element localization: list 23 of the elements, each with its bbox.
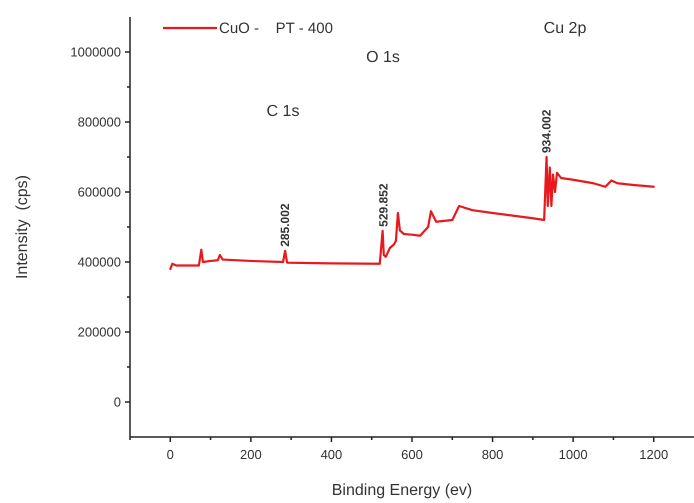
annotation: Cu 2p [544, 20, 586, 37]
x-tick-label: 1200 [639, 447, 668, 462]
y-tick-label: 400000 [78, 254, 121, 270]
annotation: C 1s [266, 103, 300, 120]
y-tick-label: 200000 [78, 324, 121, 340]
x-tick-label: 800 [482, 447, 504, 462]
legend-label: CuO - PT - 400 [219, 20, 333, 37]
annotation: 934.002 [540, 109, 554, 153]
line-series [169, 156, 655, 270]
y-tick-label: 800000 [78, 114, 121, 130]
annotation: O 1s [366, 49, 400, 66]
y-axis-title: Intensity (cps) [14, 174, 31, 280]
y-tick-label: 1000000 [70, 44, 121, 60]
x-tick-label: 200 [240, 447, 262, 462]
x-axis-title: Binding Energy (ev) [332, 482, 472, 499]
annotation: 285.002 [278, 203, 292, 247]
x-tick-label: 0 [166, 447, 174, 462]
x-tick-label: 1000 [558, 447, 588, 462]
x-tick-label: 600 [401, 447, 423, 462]
y-tick-label: 0 [114, 394, 121, 410]
annotation: 529.852 [376, 183, 391, 227]
y-tick-label: 600000 [78, 184, 121, 200]
x-tick-label: 400 [320, 447, 342, 462]
